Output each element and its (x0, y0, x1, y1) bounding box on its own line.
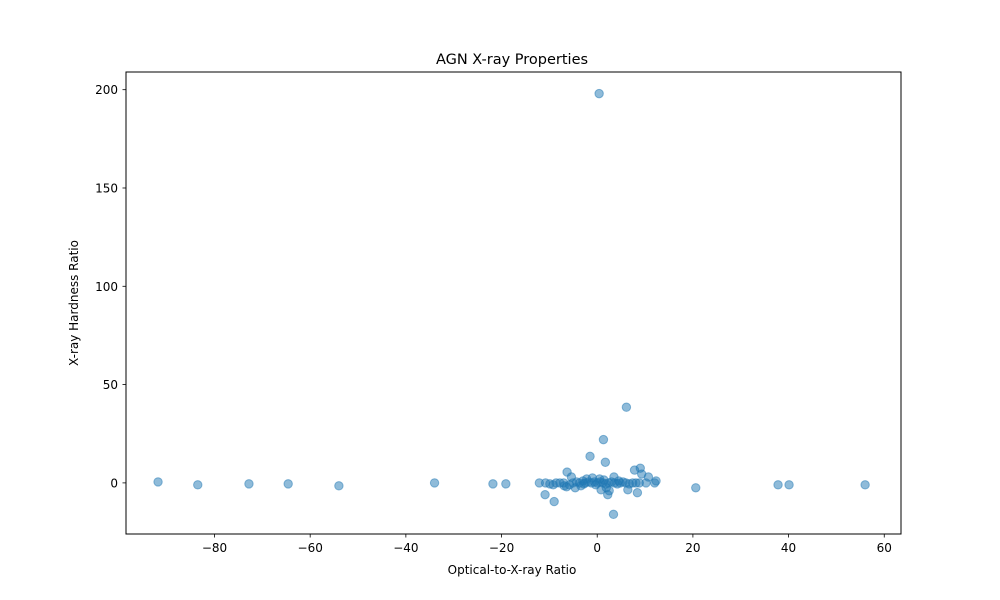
data-point (691, 483, 701, 493)
y-tick-label: 150 (95, 181, 118, 195)
data-point (608, 509, 619, 520)
y-tick-label: 0 (110, 476, 118, 490)
data-point (559, 481, 569, 491)
y-axis-label: X-ray Hardness Ratio (67, 240, 81, 366)
data-point (193, 480, 203, 490)
data-point (651, 476, 661, 486)
x-tick-label: 0 (593, 541, 601, 555)
ticks-layer: −80 −60 −40 −20 0 20 40 60 0 50 100 150 200 (95, 83, 892, 555)
x-axis-label: Optical-to-X-ray Ratio (448, 563, 577, 577)
data-point (632, 488, 643, 498)
x-tick-label: 60 (877, 541, 892, 555)
data-point (488, 479, 498, 489)
x-tick-label: −20 (489, 541, 514, 555)
data-point (591, 480, 601, 490)
data-point (585, 451, 595, 462)
x-tick-label: −60 (298, 541, 323, 555)
y-tick-label: 100 (95, 280, 118, 294)
data-point (579, 479, 589, 489)
x-tick-label: −40 (393, 541, 418, 555)
data-point (603, 489, 613, 500)
data-point (641, 478, 651, 488)
data-point (784, 480, 794, 490)
data-point (614, 476, 624, 486)
data-point (244, 479, 254, 489)
x-tick-label: 20 (685, 541, 700, 555)
data-point (599, 475, 609, 485)
data-point (621, 402, 632, 412)
data-point (860, 480, 870, 490)
data-point (598, 434, 609, 445)
data-point (429, 478, 440, 488)
data-point (773, 480, 783, 490)
x-tick-label: 40 (781, 541, 796, 555)
data-point (637, 469, 647, 479)
data-point (501, 479, 511, 489)
plot-frame (125, 71, 902, 535)
data-point (623, 485, 633, 495)
chart-title: AGN X-ray Properties (436, 52, 588, 68)
data-point (540, 489, 550, 500)
data-point (594, 88, 604, 99)
y-tick-label: 50 (103, 378, 118, 392)
x-tick-label: −80 (202, 541, 227, 555)
data-point (153, 477, 163, 487)
data-point (334, 481, 344, 491)
data-point (549, 496, 559, 507)
y-tick-label: 200 (95, 83, 118, 97)
data-point (283, 479, 293, 489)
points-layer (153, 88, 870, 520)
data-point (629, 465, 640, 475)
data-point (600, 457, 611, 467)
